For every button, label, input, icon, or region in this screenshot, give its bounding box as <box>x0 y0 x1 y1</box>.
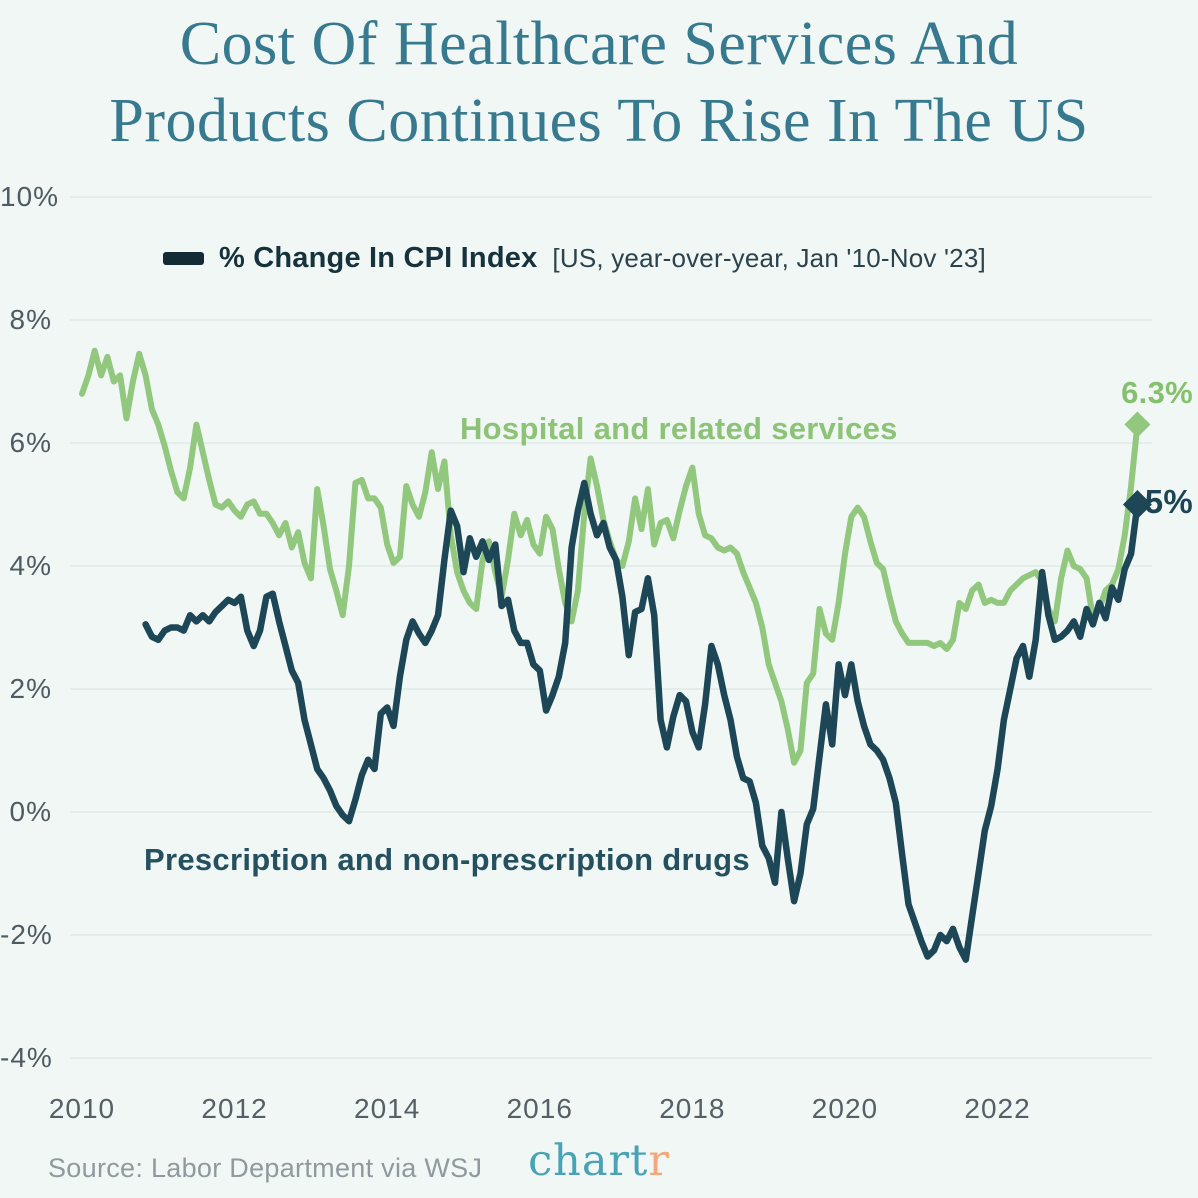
logo-r-accent: r <box>648 1136 670 1186</box>
drugs-end-value-label: 5% <box>1144 482 1193 520</box>
hospital-end-value-label: 6.3% <box>1121 374 1193 410</box>
legend-subtitle: [US, year-over-year, Jan '10-Nov '23] <box>552 243 986 273</box>
logo-chart-text: chart <box>528 1136 649 1186</box>
source-attribution: Source: Labor Department via WSJ <box>48 1153 483 1183</box>
y-axis-label: -4% <box>0 1042 53 1073</box>
x-axis-label: 2020 <box>811 1093 879 1124</box>
y-axis-label: 4% <box>9 550 52 581</box>
drugs-series-label: Prescription and non-prescription drugs <box>144 842 750 877</box>
x-axis-label: 2010 <box>48 1093 116 1124</box>
chart-title-line-1: Cost Of Healthcare Services And <box>179 10 1019 78</box>
chartr-logo: chartr <box>0 1136 1198 1186</box>
x-axis-label: 2012 <box>201 1093 268 1124</box>
hospital-series-label: Hospital and related services <box>460 411 898 446</box>
x-axis-label: 2018 <box>659 1093 726 1124</box>
y-axis-label: 6% <box>9 427 52 458</box>
cpi-legend: % Change In CPI Index [US, year-over-yea… <box>163 242 986 275</box>
chart-title-line-2: Products Continues To Rise In The US <box>109 87 1089 155</box>
y-axis-label: 2% <box>9 673 52 704</box>
legend-title: % Change In CPI Index <box>219 242 538 274</box>
x-axis-label: 2022 <box>964 1093 1031 1124</box>
y-axis-label: 10% <box>0 181 60 212</box>
drugs-series-line <box>142 479 1141 963</box>
y-axis-label: 8% <box>9 304 52 335</box>
y-axis-label: 0% <box>9 796 52 827</box>
hospital-series-end-marker <box>1124 411 1151 438</box>
x-axis-label: 2014 <box>354 1093 421 1124</box>
chart-title: Cost Of Healthcare Services And Products … <box>0 6 1198 160</box>
y-axis-label: -2% <box>0 919 53 950</box>
legend-line-swatch <box>163 252 204 265</box>
x-axis-label: 2016 <box>506 1093 573 1124</box>
drugs-series-end-marker <box>1122 490 1152 519</box>
